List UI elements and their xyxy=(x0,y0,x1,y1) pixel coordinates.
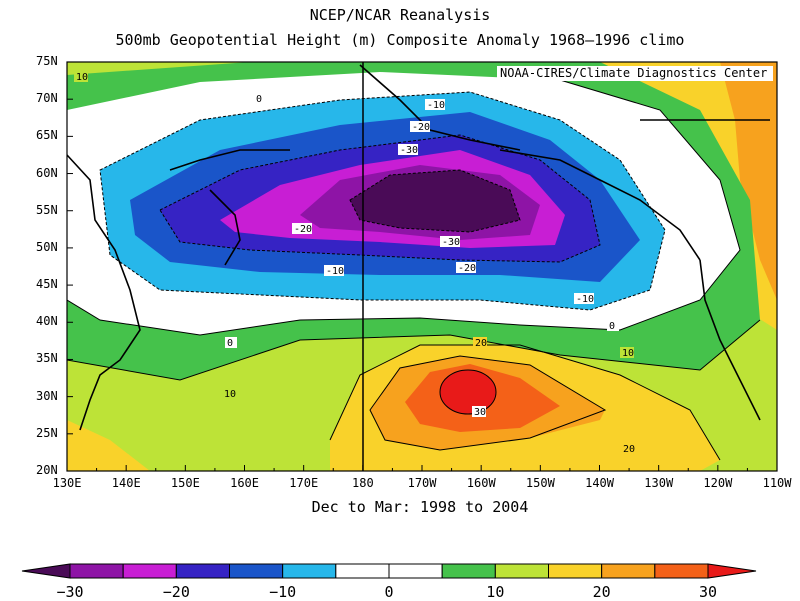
credit-label: NOAA-CIRES/Climate Diagnostics Center xyxy=(497,66,773,81)
contour-10 xyxy=(67,319,761,381)
field-minus30 xyxy=(350,170,520,232)
colorbar-tick-label: −20 xyxy=(162,583,190,601)
contour-minus10 xyxy=(99,91,666,311)
contour-25 xyxy=(369,355,607,451)
contour-label-minus30: -30 xyxy=(442,237,460,248)
contour-label-minus10: -10 xyxy=(576,294,594,305)
colorbar-swatch xyxy=(654,563,709,579)
period-label: Dec to Mar: 1998 to 2004 xyxy=(311,498,529,516)
contour-label-minus20: -20 xyxy=(412,122,430,133)
colorbar-tick-label: 20 xyxy=(592,583,611,601)
lon-tick-label: 170E xyxy=(289,476,319,490)
contour-label-minus20: -20 xyxy=(294,224,312,235)
colorbar-left-arrow xyxy=(21,563,71,579)
lat-tick-label: 45N xyxy=(36,277,58,292)
contour-label-30: 30 xyxy=(474,407,486,418)
colorbar-swatch xyxy=(175,563,230,579)
lon-tick-label: 150W xyxy=(525,476,555,490)
lon-tick-label: 120W xyxy=(703,476,733,490)
contour-labels: 10 0 -10 -20 -30 -20 -30 -20 -10 -10 0 0… xyxy=(74,71,635,455)
lon-tick-label: 110W xyxy=(762,476,792,490)
chart-title: NCEP/NCAR Reanalysis xyxy=(309,6,491,24)
contour-label-minus30: -30 xyxy=(400,145,418,156)
lon-tick-label: 140W xyxy=(585,476,614,490)
axis-ticks xyxy=(66,61,778,472)
lon-tick-label: 130W xyxy=(644,476,674,490)
lat-tick-label: 65N xyxy=(36,128,58,143)
contour-label-minus10: -10 xyxy=(427,100,445,111)
colorbar-swatch xyxy=(282,563,337,579)
colorbar-swatch xyxy=(229,563,284,579)
contour-label-10: 10 xyxy=(622,348,634,359)
lon-tick-label: 160W xyxy=(466,476,496,490)
colorbar-tick-label: −10 xyxy=(269,583,297,601)
contour-label-10: 10 xyxy=(76,72,88,83)
lat-tick-label: 30N xyxy=(36,388,58,403)
lon-tick-label: 180 xyxy=(352,476,374,490)
contour-minus20 xyxy=(159,134,601,263)
lon-tick-label: 140E xyxy=(111,476,141,490)
lon-tick-label: 160E xyxy=(230,476,259,490)
colorbar-tick-label: 0 xyxy=(384,583,394,601)
contour-label-20: 20 xyxy=(623,444,635,455)
lat-tick-label: 75N xyxy=(36,54,58,68)
colorbar-swatch xyxy=(388,563,443,579)
lat-tick-label: 20N xyxy=(36,463,58,477)
lat-tick-label: 35N xyxy=(36,351,58,366)
contour-minus30 xyxy=(349,169,521,233)
lon-tick-label: 170W xyxy=(407,476,437,490)
colorbar-swatch xyxy=(494,563,550,579)
contour-label-minus20: -20 xyxy=(458,263,476,274)
colorbar-tick-label: 30 xyxy=(698,583,718,601)
colorbar-swatch xyxy=(441,563,496,579)
contour-label-0: 0 xyxy=(609,321,615,332)
contour-label-20: 20 xyxy=(475,338,487,349)
lat-tick-label: 60N xyxy=(36,165,58,180)
field-ne-orange xyxy=(720,62,777,300)
colorbar-right-arrow xyxy=(707,563,757,579)
contour-0 xyxy=(67,79,741,336)
colorbar-swatch xyxy=(548,563,603,579)
colorbar-swatch xyxy=(335,563,390,579)
lat-tick-label: 70N xyxy=(36,91,58,106)
contour-30 xyxy=(439,369,497,415)
field-30 xyxy=(440,370,496,414)
field-sw-yellow xyxy=(67,420,150,471)
coastlines xyxy=(67,64,770,431)
lat-tick-label: 50N xyxy=(36,239,58,254)
lat-tick-label: 55N xyxy=(36,202,58,217)
lon-tick-label: 150E xyxy=(170,476,200,490)
lat-tick-label: 40N xyxy=(36,314,58,329)
contour-label-0: 0 xyxy=(256,94,262,105)
colorbar-swatch xyxy=(69,563,124,579)
colorbar-swatch xyxy=(601,563,656,579)
contour-label-10: 10 xyxy=(224,389,236,400)
lon-tick-label: 130E xyxy=(52,476,82,490)
colorbar-tick-label: 10 xyxy=(486,583,505,601)
lat-tick-label: 25N xyxy=(36,425,58,440)
contour-20 xyxy=(329,344,721,461)
contour-label-0: 0 xyxy=(227,338,233,349)
colorbar-swatch xyxy=(122,563,177,579)
chart-subtitle: 500mb Geopotential Height (m) Composite … xyxy=(115,31,685,49)
contour-label-minus10: -10 xyxy=(326,266,344,277)
colorbar xyxy=(21,563,757,579)
colorbar-tick-label: −30 xyxy=(56,583,84,601)
